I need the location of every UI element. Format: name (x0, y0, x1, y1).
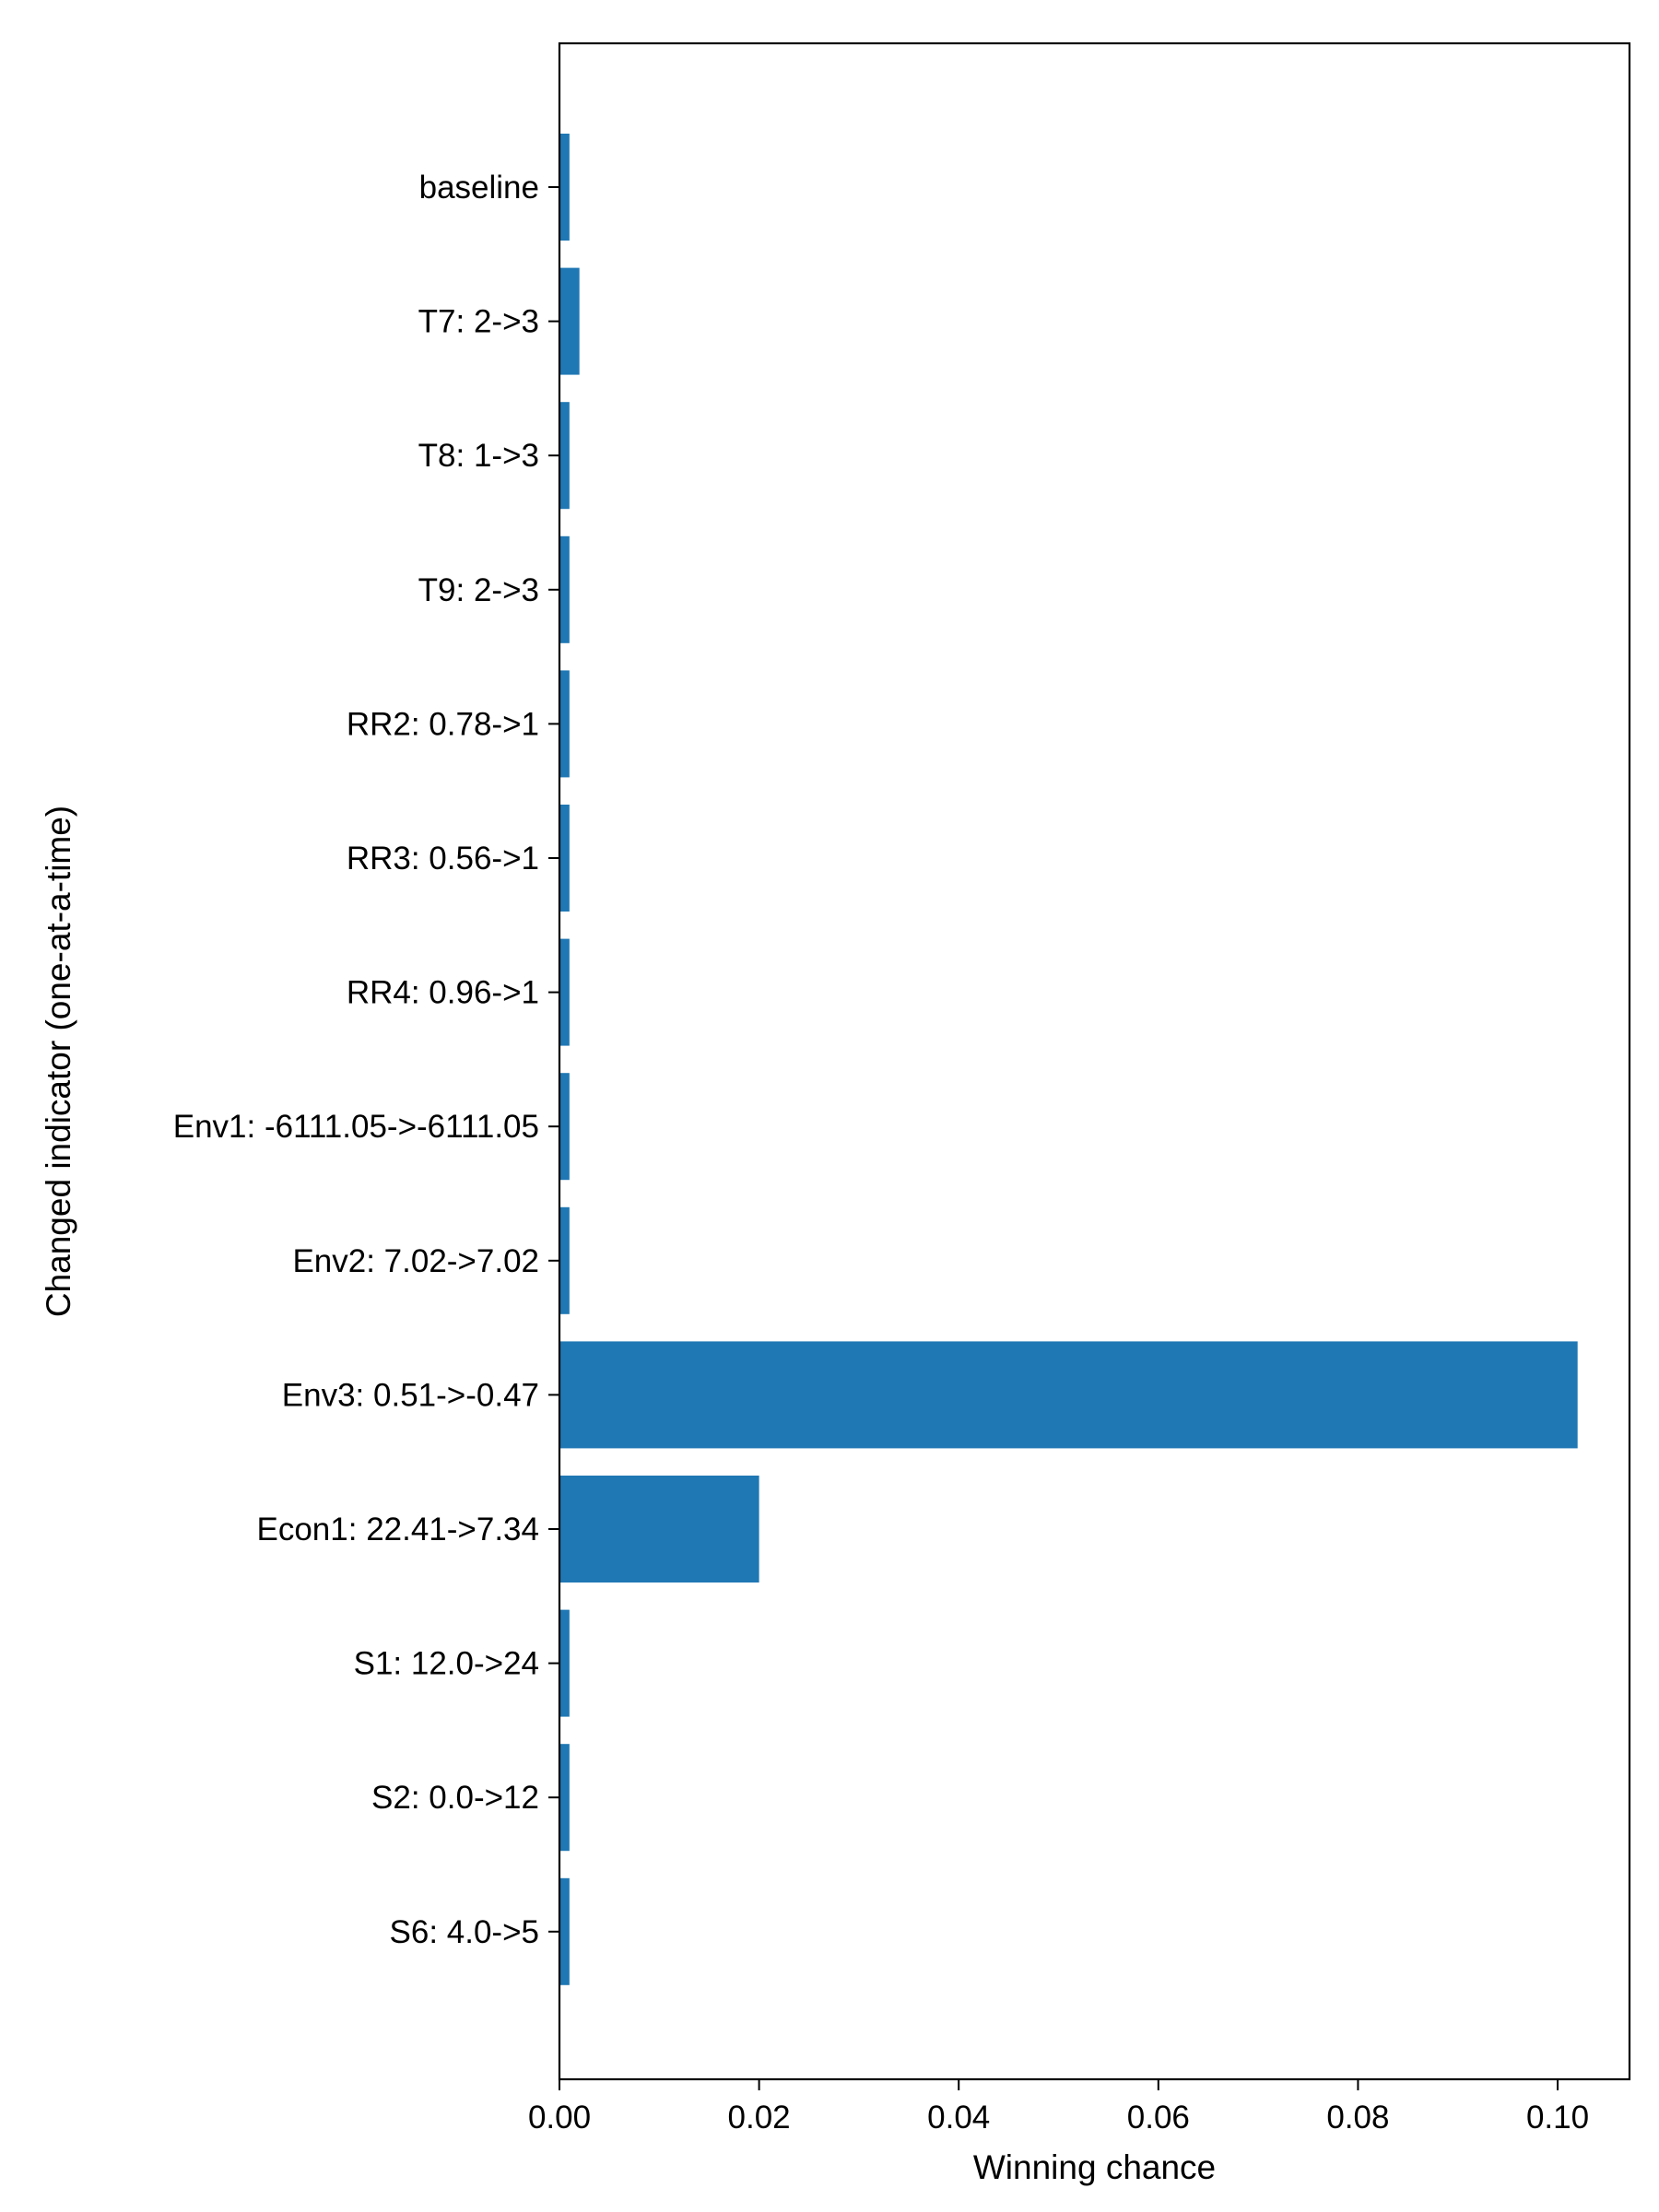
y-tick-label: Env1: -6111.05->-6111.05 (173, 1109, 539, 1145)
bar (559, 805, 570, 912)
bar (559, 1206, 570, 1314)
y-axis-ticks: baseline T7: 2->3 T8: 1->3 T9: 2->3 RR2: 0.7… (173, 170, 559, 1950)
bar (559, 535, 570, 643)
bars-group (559, 134, 1578, 1985)
y-tick-label: Env3: 0.51->-0.47 (282, 1377, 539, 1413)
bar (559, 1341, 1578, 1449)
x-tick-label: 0.04 (927, 2100, 990, 2136)
bar (559, 1073, 570, 1181)
y-tick-label: RR2: 0.78->1 (347, 706, 539, 742)
y-tick-label: S2: 0.0->12 (371, 1780, 539, 1816)
x-axis-ticks: 0.00 0.02 0.04 0.06 0.08 0.10 (528, 2079, 1589, 2136)
x-tick-label: 0.06 (1127, 2100, 1190, 2136)
y-tick-label: Env2: 7.02->7.02 (292, 1243, 539, 1279)
plot-frame (558, 41, 1631, 2081)
x-tick-label: 0.10 (1526, 2100, 1589, 2136)
bar (559, 267, 580, 375)
y-tick-label: T9: 2->3 (418, 572, 539, 608)
y-axis-label: Changed indicator (one-at-a-time) (40, 806, 77, 1317)
x-tick-label: 0.00 (528, 2100, 591, 2136)
y-tick-label: baseline (419, 170, 539, 206)
y-tick-label: S6: 4.0->5 (390, 1914, 539, 1950)
y-tick-label: T7: 2->3 (418, 304, 539, 340)
y-tick-label: S1: 12.0->24 (354, 1646, 539, 1682)
bar (559, 1877, 570, 1985)
y-tick-label: RR3: 0.56->1 (347, 841, 539, 877)
y-tick-label: Econ1: 22.41->7.34 (257, 1512, 540, 1547)
bar (559, 402, 570, 510)
bar (559, 938, 570, 1046)
bar (559, 134, 570, 241)
bar (559, 1609, 570, 1717)
x-tick-label: 0.08 (1326, 2100, 1389, 2136)
x-tick-label: 0.02 (728, 2100, 791, 2136)
bar (559, 670, 570, 778)
y-tick-label: T8: 1->3 (418, 438, 539, 474)
x-axis-label: Winning chance (973, 2148, 1216, 2186)
bar (559, 1744, 570, 1852)
y-tick-label: RR4: 0.96->1 (347, 975, 539, 1011)
bar (559, 1476, 759, 1583)
